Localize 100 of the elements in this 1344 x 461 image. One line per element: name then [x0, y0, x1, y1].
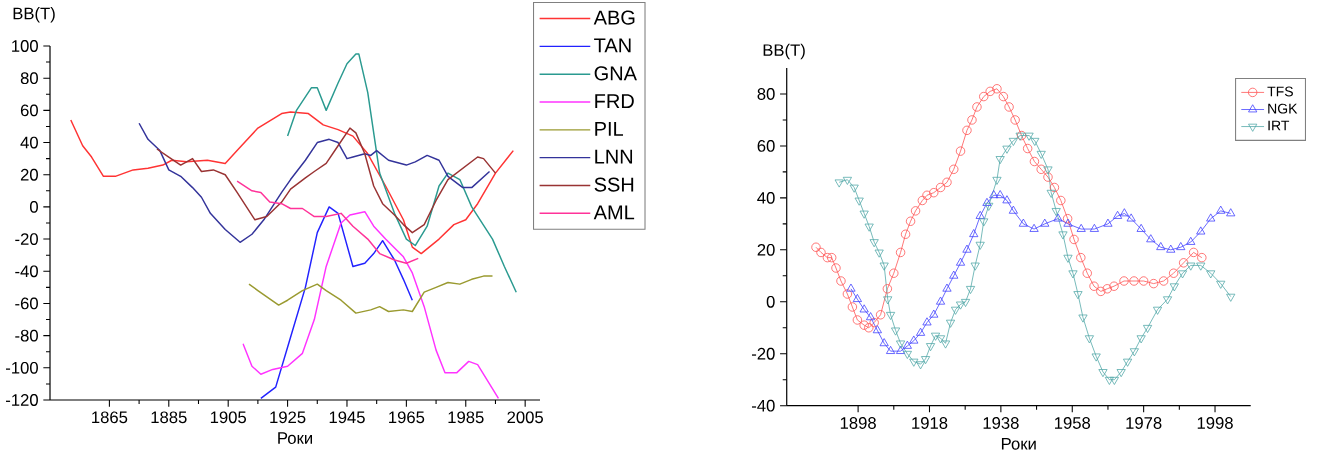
y-tick-label: 80: [757, 88, 775, 100]
point: [869, 317, 879, 328]
legend-label: GNA: [594, 66, 637, 81]
legend-label: ABG: [593, 10, 635, 25]
line-series: [286, 53, 517, 293]
point: [989, 190, 999, 199]
point: [1004, 102, 1014, 112]
point: [1082, 268, 1092, 278]
point: [975, 210, 985, 219]
line-series: [248, 275, 494, 314]
point: [992, 84, 1002, 94]
y-tick-label: -80: [15, 329, 38, 342]
y-axis-title: BB(T): [763, 43, 805, 60]
point: [1069, 234, 1079, 245]
x-axis-title: Роки: [1001, 438, 1036, 450]
point: [985, 86, 995, 97]
point: [1196, 226, 1206, 235]
x-tick-label: 1918: [912, 417, 948, 429]
line-series: [242, 211, 500, 400]
y-tick-label: 80: [20, 72, 38, 85]
point: [1129, 276, 1139, 286]
point: [1136, 223, 1146, 232]
legend-label: NGK: [1268, 103, 1298, 114]
y-tick-label: 60: [757, 140, 775, 152]
point: [859, 320, 869, 330]
point: [1002, 195, 1012, 204]
point: [866, 312, 876, 321]
y-tick-label: 0: [30, 201, 38, 213]
point: [842, 289, 853, 299]
point: [917, 195, 928, 206]
point: [831, 263, 841, 273]
point: [929, 309, 939, 318]
x-tick-label: 1958: [1054, 417, 1091, 429]
point: [852, 293, 862, 302]
point: [922, 317, 932, 326]
x-tick-label: 1885: [151, 411, 187, 424]
point: [1036, 164, 1046, 174]
point: [1018, 218, 1028, 227]
point: [1166, 244, 1176, 253]
point: [1056, 195, 1066, 206]
point: [936, 296, 946, 305]
x-tick-label: 1865: [92, 411, 128, 424]
point: [889, 268, 899, 278]
point: [1178, 258, 1189, 268]
point: [1146, 234, 1156, 243]
legend-label: TAN: [594, 38, 631, 53]
y-tick-label: 0: [766, 295, 775, 308]
point: [896, 345, 906, 354]
legend-label: TFS: [1267, 86, 1293, 97]
point: [864, 323, 874, 333]
x-tick-label: 1965: [389, 411, 425, 424]
point: [1226, 208, 1236, 217]
point: [1062, 213, 1073, 224]
x-tick-label: 1998: [1197, 417, 1233, 429]
point: [949, 270, 959, 279]
x-tick-label: 1905: [210, 411, 247, 424]
point: [1102, 284, 1112, 294]
y-tick-label: 40: [757, 191, 775, 204]
point: [816, 247, 826, 258]
line-series: [138, 122, 491, 244]
legend-label: AML: [593, 205, 635, 220]
x-tick-label: 1978: [1126, 417, 1162, 429]
y-tick-label: -40: [15, 265, 38, 278]
point: [922, 190, 932, 200]
point: [836, 276, 846, 286]
y-tick-label: 20: [757, 243, 775, 256]
x-axis-title: Роки: [278, 432, 312, 444]
point: [969, 229, 979, 238]
point: [1168, 268, 1179, 278]
point: [1216, 205, 1226, 214]
legend-label: PIL: [595, 121, 624, 136]
point: [895, 247, 906, 258]
legend-label: SSH: [594, 177, 634, 192]
point: [1040, 218, 1050, 227]
point: [1119, 208, 1129, 217]
point: [847, 302, 858, 312]
y-tick-label: -20: [15, 233, 38, 245]
point: [909, 335, 919, 344]
point: [1176, 242, 1186, 251]
point: [1008, 205, 1018, 214]
point: [998, 91, 1009, 102]
line-series: [260, 206, 414, 400]
point: [935, 182, 946, 193]
point: [1148, 278, 1159, 289]
point: [1010, 115, 1020, 125]
point: [1206, 213, 1216, 222]
point: [995, 190, 1005, 199]
point: [942, 283, 952, 292]
point: [955, 146, 966, 156]
line-series: [70, 111, 515, 255]
legend-label: IRT: [1268, 120, 1290, 131]
point: [1029, 156, 1040, 167]
point: [1158, 276, 1169, 286]
point: [905, 216, 916, 226]
point: [942, 177, 952, 187]
y-tick-label: 100: [12, 40, 38, 52]
point: [979, 91, 989, 102]
point: [910, 206, 921, 216]
point: [811, 242, 821, 252]
point: [1138, 276, 1149, 286]
